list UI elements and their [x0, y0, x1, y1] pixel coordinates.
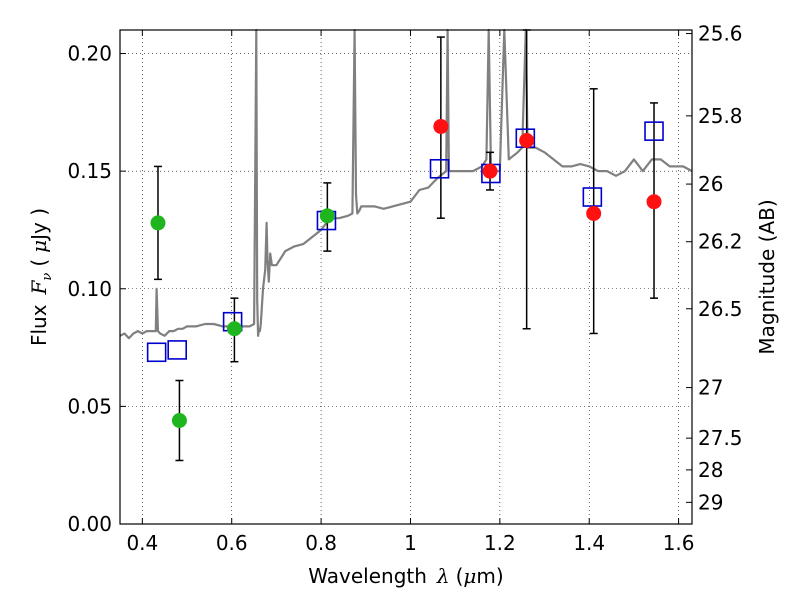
data-point	[586, 205, 602, 221]
y2-tick-label: 26.5	[698, 297, 743, 321]
data-point	[319, 208, 335, 224]
data-point	[519, 133, 535, 149]
y-tick-label: 0.05	[67, 394, 112, 418]
model-square-point	[167, 340, 187, 360]
markers-layer	[146, 118, 664, 428]
y-axis-title: FluxFν(μJy )	[27, 208, 55, 346]
model-square-point	[582, 187, 603, 207]
data-point	[150, 215, 166, 231]
y2-tick-label: 27.5	[698, 426, 743, 450]
y2-tick-label: 29	[698, 490, 723, 514]
y2-tick-label: 26	[698, 172, 723, 196]
y-tick-label: 0.00	[67, 512, 112, 536]
spectrum-layer	[119, 28, 693, 340]
spectrum-line	[119, 28, 693, 340]
model-square-point	[146, 342, 167, 363]
errorbars-layer	[153, 29, 659, 462]
x-tick-label: 1.4	[573, 531, 605, 555]
y-tick-label: 0.15	[67, 159, 112, 183]
x-axis: 0.4 0.6 0.8 1 1.2 1.4 1.6	[126, 30, 695, 555]
y-tick-label: 0.10	[67, 277, 112, 301]
model-square-point	[644, 121, 664, 141]
data-point	[226, 321, 242, 337]
plot-frame	[119, 29, 693, 525]
x-axis-title: Wavelength λ (μm)	[308, 564, 503, 588]
x-tick-label: 0.8	[305, 531, 337, 555]
x-tick-label: 1	[404, 531, 417, 555]
y2-tick-label: 28	[698, 458, 723, 482]
y-axis: 0.00 0.05 0.10 0.15 0.20	[67, 42, 126, 536]
y2-axis-title: Magnitude (AB)	[755, 199, 779, 354]
x-tick-label: 1.6	[663, 531, 695, 555]
x-tick-label: 0.6	[216, 531, 248, 555]
data-point	[646, 194, 662, 210]
y-tick-label: 0.20	[67, 42, 112, 66]
x-tick-label: 1.2	[484, 531, 516, 555]
model-square-point	[429, 158, 450, 179]
x-tick-label: 0.4	[126, 531, 158, 555]
y2-tick-label: 25.8	[698, 104, 743, 128]
y2-tick-label: 26.2	[698, 230, 743, 254]
y2-axis: 25.6 25.8 26 26.2 26.5 27 27.5 28 29	[686, 22, 743, 514]
y2-tick-label: 25.6	[698, 22, 743, 46]
y2-tick-label: 27	[698, 376, 723, 400]
data-point	[482, 163, 498, 179]
data-point	[433, 118, 449, 134]
data-point	[171, 412, 187, 428]
